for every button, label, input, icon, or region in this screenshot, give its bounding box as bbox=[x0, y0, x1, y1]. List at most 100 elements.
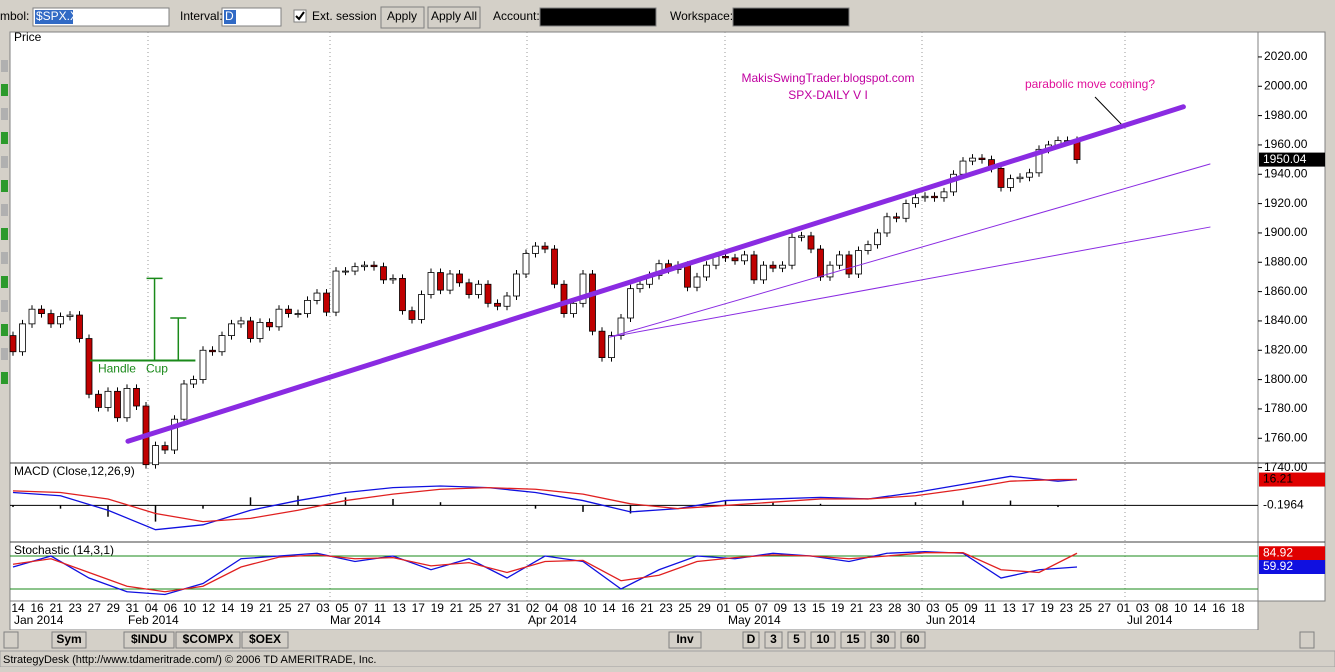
side-icon bbox=[1, 108, 8, 120]
tab[interactable] bbox=[668, 631, 702, 649]
date-label: 14 bbox=[1193, 601, 1207, 615]
account-box[interactable] bbox=[539, 7, 657, 27]
candle-body bbox=[399, 277, 406, 312]
candle-body bbox=[313, 292, 321, 301]
candle-body bbox=[522, 253, 530, 275]
candle-body bbox=[598, 330, 606, 359]
date-label: 09 bbox=[774, 601, 788, 615]
y-tick-label: 1800.00 bbox=[1264, 372, 1308, 386]
candle-body bbox=[750, 254, 758, 281]
candle-body bbox=[38, 308, 45, 315]
tab[interactable] bbox=[175, 631, 241, 649]
candle-body bbox=[332, 270, 340, 313]
tab-label: 30 bbox=[876, 632, 890, 646]
candle-body bbox=[123, 387, 131, 419]
indicator-line bbox=[12, 550, 1078, 596]
month-label: May 2014 bbox=[728, 613, 781, 627]
date-label: 21 bbox=[640, 601, 654, 615]
candle-body bbox=[28, 308, 36, 325]
symbol-value: $SPX.X bbox=[36, 9, 78, 23]
candle-body bbox=[532, 245, 539, 254]
candle-body bbox=[560, 283, 568, 314]
candle-body bbox=[218, 335, 226, 353]
candle-body bbox=[570, 302, 577, 315]
candle-body bbox=[294, 313, 302, 316]
date-label: 04 bbox=[545, 601, 559, 615]
candle-body bbox=[342, 270, 349, 273]
tab[interactable] bbox=[787, 631, 806, 649]
candle-body bbox=[389, 277, 397, 281]
candle-body bbox=[380, 266, 387, 281]
tab[interactable] bbox=[764, 631, 783, 649]
date-label: 21 bbox=[49, 601, 63, 615]
tab[interactable] bbox=[241, 631, 289, 649]
candle-body bbox=[19, 323, 26, 353]
y-tick-label: 1860.00 bbox=[1264, 284, 1308, 298]
workspace-box[interactable] bbox=[732, 7, 850, 27]
candle-body bbox=[171, 418, 178, 451]
date-label: 16 bbox=[30, 601, 44, 615]
candle-body bbox=[494, 302, 501, 307]
candle-body bbox=[617, 317, 625, 337]
candle-body bbox=[446, 273, 454, 291]
last-price: 1950.04 bbox=[1263, 152, 1307, 166]
date-label: 27 bbox=[88, 601, 102, 615]
apply-all-button[interactable] bbox=[427, 6, 481, 29]
candle-body bbox=[190, 379, 197, 385]
y-tick-label: 1780.00 bbox=[1264, 401, 1308, 415]
candle-body bbox=[114, 390, 121, 419]
date-label: 21 bbox=[850, 601, 864, 615]
date-label: 13 bbox=[793, 601, 807, 615]
panel-title: MACD (Close,12,26,9) bbox=[14, 464, 135, 478]
ext-session: Ext. session bbox=[312, 9, 377, 23]
month-label: Feb 2014 bbox=[128, 613, 179, 627]
tab[interactable] bbox=[123, 631, 175, 649]
date-label: 31 bbox=[507, 601, 521, 615]
tab[interactable] bbox=[900, 631, 926, 649]
candle-body bbox=[247, 320, 254, 339]
candle-body bbox=[304, 299, 311, 314]
interval-box[interactable] bbox=[221, 7, 282, 27]
date-label: 17 bbox=[412, 601, 426, 615]
tab[interactable] bbox=[742, 631, 760, 649]
symbol-label: mbol: bbox=[0, 9, 29, 23]
y-tick-label: 2000.00 bbox=[1264, 78, 1308, 92]
date-axis bbox=[9, 600, 1259, 631]
side-icon bbox=[1, 252, 8, 264]
date-label: 01 bbox=[1117, 601, 1131, 615]
date-label: 19 bbox=[1041, 601, 1055, 615]
y-tick-label: 1840.00 bbox=[1264, 313, 1308, 327]
side-icon bbox=[1, 180, 8, 192]
tab[interactable] bbox=[810, 631, 836, 649]
apply-button[interactable] bbox=[380, 6, 425, 29]
y-tick-label: 1900.00 bbox=[1264, 225, 1308, 239]
date-label: 03 bbox=[926, 601, 940, 615]
candle-body bbox=[855, 250, 862, 275]
annotation: SPX-DAILY V I bbox=[788, 88, 868, 102]
tab[interactable] bbox=[840, 631, 866, 649]
tab[interactable] bbox=[870, 631, 896, 649]
candle-body bbox=[921, 195, 929, 199]
candle-body bbox=[589, 273, 596, 332]
scroll-button[interactable] bbox=[3, 631, 19, 649]
candle-body bbox=[997, 167, 1005, 188]
scroll-button[interactable] bbox=[1299, 631, 1315, 649]
date-label: 27 bbox=[1098, 601, 1112, 615]
candle-body bbox=[465, 282, 473, 295]
tab[interactable] bbox=[51, 631, 87, 649]
date-label: 01 bbox=[717, 601, 731, 615]
candle-body bbox=[608, 335, 615, 359]
candle-body bbox=[912, 197, 919, 205]
candle-body bbox=[931, 195, 938, 199]
date-label: 07 bbox=[354, 601, 368, 615]
side-icon bbox=[1, 204, 8, 216]
date-label: 25 bbox=[469, 601, 483, 615]
candle-body bbox=[902, 203, 910, 219]
candle-body bbox=[959, 160, 967, 175]
candle-body bbox=[323, 292, 330, 313]
date-label: 16 bbox=[1212, 601, 1226, 615]
candle-body bbox=[874, 232, 881, 246]
candle-body bbox=[826, 264, 834, 278]
candle-body bbox=[237, 320, 245, 325]
candle-body bbox=[456, 273, 463, 284]
